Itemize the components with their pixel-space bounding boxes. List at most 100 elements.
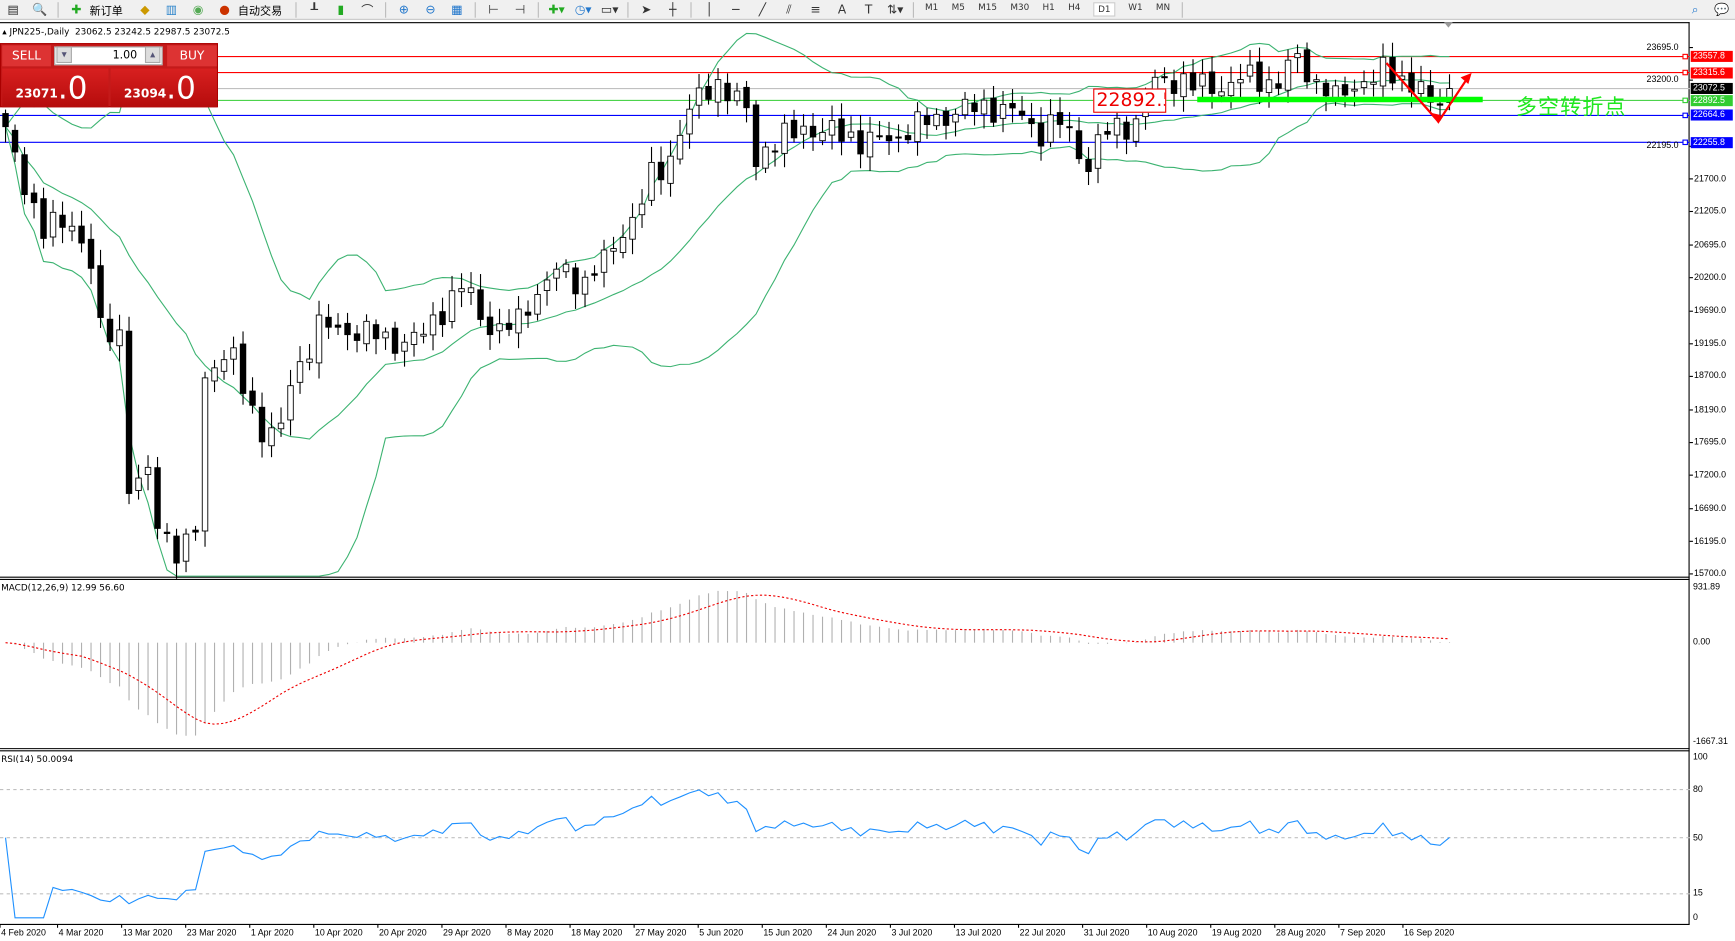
timeframe-h1[interactable]: H1 [1042, 2, 1055, 13]
text-label-icon[interactable]: T [864, 2, 873, 17]
rsi-label: RSI(14) 50.0094 [1, 754, 74, 765]
channel-icon[interactable]: ⫽ [786, 1, 792, 17]
candle-bull [182, 533, 190, 562]
candle-bull [543, 279, 551, 291]
symbol-header: ▴ JPN225-,Daily 23062.5 23242.5 22987.5 … [2, 27, 230, 37]
volume-input[interactable]: 1.00 [54, 46, 163, 66]
candle-bear [1275, 83, 1282, 89]
date-label: 29 Apr 2020 [443, 927, 491, 938]
candle-bear [705, 85, 712, 100]
candle-bear [1018, 110, 1026, 116]
timeframe-m5[interactable]: M5 [951, 2, 965, 13]
symbol-ohlc: JPN225-,Daily 23062.5 23242.5 22987.5 23… [9, 26, 230, 37]
timeframe-w1[interactable]: W1 [1128, 2, 1143, 13]
tile-windows-icon[interactable]: ▦ [451, 2, 463, 17]
timeframe-h4[interactable]: H4 [1068, 2, 1081, 13]
candle-bear [923, 115, 931, 126]
candle-bear [1170, 80, 1178, 94]
metaeditor-icon[interactable]: ◆ [140, 2, 150, 17]
fibonacci-icon[interactable]: ≡ [810, 2, 821, 17]
date-label: 20 Apr 2020 [378, 927, 427, 938]
line-chart-icon[interactable]: ⌒ [361, 2, 374, 18]
candle-bear [334, 324, 342, 328]
candle-bull [1446, 88, 1453, 103]
bollinger-middle [5, 79, 1450, 440]
date-label: 31 Jul 2020 [1083, 927, 1130, 938]
level-label-box[interactable]: 22892.5 [1093, 88, 1167, 113]
date-label: 22 Jul 2020 [1019, 927, 1066, 938]
candle-bear [87, 238, 95, 269]
chart-window[interactable] [0, 22, 1690, 925]
buy-price[interactable]: 23094.0 [110, 68, 217, 108]
price-tick-label: 15700.0 [1694, 568, 1727, 579]
candle-bear [1075, 130, 1083, 160]
candle-bull [819, 131, 826, 142]
sell-button[interactable]: SELL [2, 45, 51, 67]
horizontal-line-icon[interactable]: ─ [732, 2, 740, 17]
new-order-button[interactable]: 新订单 [89, 5, 123, 18]
zoom-in-icon[interactable]: ⊕ [398, 2, 409, 17]
vertical-line-icon[interactable]: │ [705, 2, 713, 17]
bar-chart-icon[interactable]: ┸ [310, 2, 318, 17]
timeframe-m1[interactable]: M1 [925, 2, 939, 13]
price-tick-label: 23200.0 [1646, 74, 1679, 85]
timeframe-mn[interactable]: MN [1155, 2, 1171, 13]
crosshair-icon[interactable]: ┼ [669, 2, 677, 17]
chat-icon[interactable]: 💬 [1714, 2, 1730, 17]
price-tick-label: 19690.0 [1694, 305, 1727, 316]
candle-bear [771, 150, 779, 153]
candle-bull [144, 466, 152, 475]
date-label: 15 Jun 2020 [763, 927, 813, 938]
templates-icon[interactable]: ▭▾ [600, 2, 619, 17]
candle-bear [838, 118, 845, 142]
candle-bear [1303, 49, 1311, 83]
candle-bull [534, 293, 541, 315]
macd-axis-label: 931.89 [1692, 581, 1721, 592]
cursor-icon[interactable]: ➤ [641, 2, 652, 17]
rsi-line [4, 789, 1450, 919]
triangle-icon: ▴ [2, 26, 10, 37]
auto-trading-button[interactable]: 自动交易 [237, 5, 283, 18]
volume-down-icon[interactable]: ▼ [56, 46, 72, 64]
timeframe-d1[interactable]: D1 [1093, 2, 1115, 17]
sell-price[interactable]: 23071.0 [2, 68, 109, 108]
signal-icon[interactable]: ◉ [192, 2, 204, 17]
text-icon[interactable]: A [837, 2, 847, 17]
candle-bear [971, 102, 978, 113]
candle-bear [876, 135, 883, 138]
zoom-out-icon[interactable]: ⊖ [425, 2, 436, 17]
auto-trading-icon[interactable]: ● [219, 2, 230, 17]
candle-bear [1256, 61, 1263, 92]
new-order-icon[interactable]: ✚ [71, 2, 82, 17]
candle-bear [1104, 131, 1111, 135]
buy-button[interactable]: BUY [167, 45, 217, 67]
candle-bear [1009, 103, 1016, 109]
candle-bull [448, 290, 456, 322]
candlestick-icon[interactable]: ▮ [337, 2, 345, 17]
candle-bull [638, 203, 646, 216]
autoscroll-icon[interactable]: ⊢ [488, 2, 499, 17]
pivot-annotation[interactable]: 多空转折点 [1515, 95, 1627, 120]
chart-shift-icon[interactable]: ⊣ [514, 2, 526, 17]
rsi-axis-label: 80 [1692, 784, 1703, 794]
timeframe-m15[interactable]: M15 [978, 2, 998, 13]
periods-icon[interactable]: ◷▾ [574, 2, 592, 17]
indicators-icon[interactable]: ✚▾ [548, 2, 565, 17]
candle-bear [486, 316, 494, 336]
new-chart-icon[interactable]: ▤ [7, 2, 20, 17]
timeframe-m30[interactable]: M30 [1010, 2, 1030, 13]
candle-bull [467, 287, 475, 294]
candle-bull [866, 131, 874, 158]
candle-bull [1417, 81, 1425, 94]
candle-bull [268, 427, 275, 447]
arrows-icon[interactable]: ⇅▾ [886, 2, 904, 17]
trendline-icon[interactable]: ╱ [758, 2, 767, 17]
database-icon[interactable]: ▥ [165, 2, 178, 17]
candle-bull [201, 377, 209, 532]
volume-up-icon[interactable]: ▲ [144, 46, 161, 64]
search-icon[interactable]: ⌕ [1691, 1, 1699, 17]
candle-bull [1294, 53, 1301, 59]
candle-bull [458, 288, 465, 293]
zoom-window-icon[interactable]: 🔍 [32, 2, 48, 17]
